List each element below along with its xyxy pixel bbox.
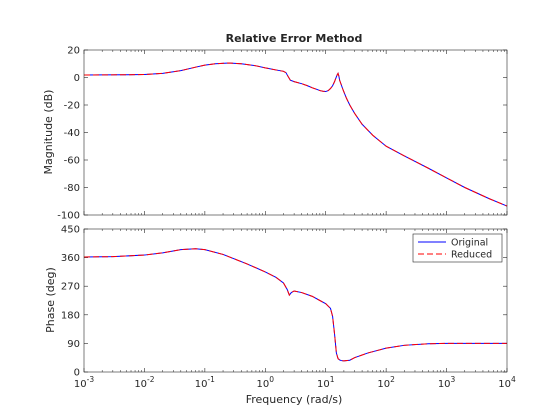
legend: Original Reduced <box>412 233 503 263</box>
legend-label-reduced: Reduced <box>451 250 492 261</box>
phase-series-reduced <box>83 248 507 362</box>
chart-title: Relative Error Method <box>226 32 363 45</box>
x-tick-label: 10-2 <box>134 375 154 390</box>
phase-panel: 0 90 180 270 360 450 Phase (deg) Original Red… <box>44 225 508 379</box>
y-tick-label: 270 <box>61 282 80 293</box>
phase-ticks: 0 90 180 270 360 450 <box>61 225 508 379</box>
legend-label-original: Original <box>451 238 488 249</box>
y-tick-label: 180 <box>61 310 80 321</box>
x-tick-label: 101 <box>317 375 335 390</box>
y-tick-label: 20 <box>67 46 80 57</box>
y-tick-label: -80 <box>64 183 80 194</box>
legend-box <box>412 233 503 263</box>
y-tick-label: 450 <box>61 225 80 236</box>
y-tick-label: 90 <box>67 339 80 350</box>
x-tick-label: 104 <box>498 375 516 390</box>
magnitude-y-axis-label: Magnitude (dB) <box>42 90 55 175</box>
y-tick-label: -40 <box>64 128 80 139</box>
magnitude-panel: 20 0 -20 -40 -60 -80 -100 Magnitude (dB) <box>42 46 508 222</box>
phase-y-axis-label: Phase (deg) <box>44 267 57 333</box>
y-tick-label: -20 <box>64 101 80 112</box>
y-tick-label: -60 <box>64 156 80 167</box>
x-tick-label: 10-3 <box>74 375 94 390</box>
magnitude-lines <box>83 62 508 207</box>
magnitude-plot-area <box>84 50 507 215</box>
x-tick-label: 10-1 <box>195 375 215 390</box>
x-axis-tick-labels: 10-3 10-2 10-1 100 101 102 103 104 <box>74 375 516 390</box>
y-tick-label: 0 <box>74 73 80 84</box>
x-tick-label: 102 <box>377 375 395 390</box>
x-axis-label: Frequency (rad/s) <box>246 393 343 406</box>
y-tick-label: 0 <box>74 368 80 379</box>
magnitude-series-reduced <box>83 62 508 207</box>
x-tick-label: 100 <box>257 375 275 390</box>
y-tick-label: 360 <box>61 253 80 264</box>
magnitude-axes-box <box>83 49 508 216</box>
y-tick-label: -100 <box>57 211 80 222</box>
x-tick-label: 103 <box>438 375 456 390</box>
phase-lines <box>83 248 507 362</box>
phase-axes-box <box>83 228 508 373</box>
